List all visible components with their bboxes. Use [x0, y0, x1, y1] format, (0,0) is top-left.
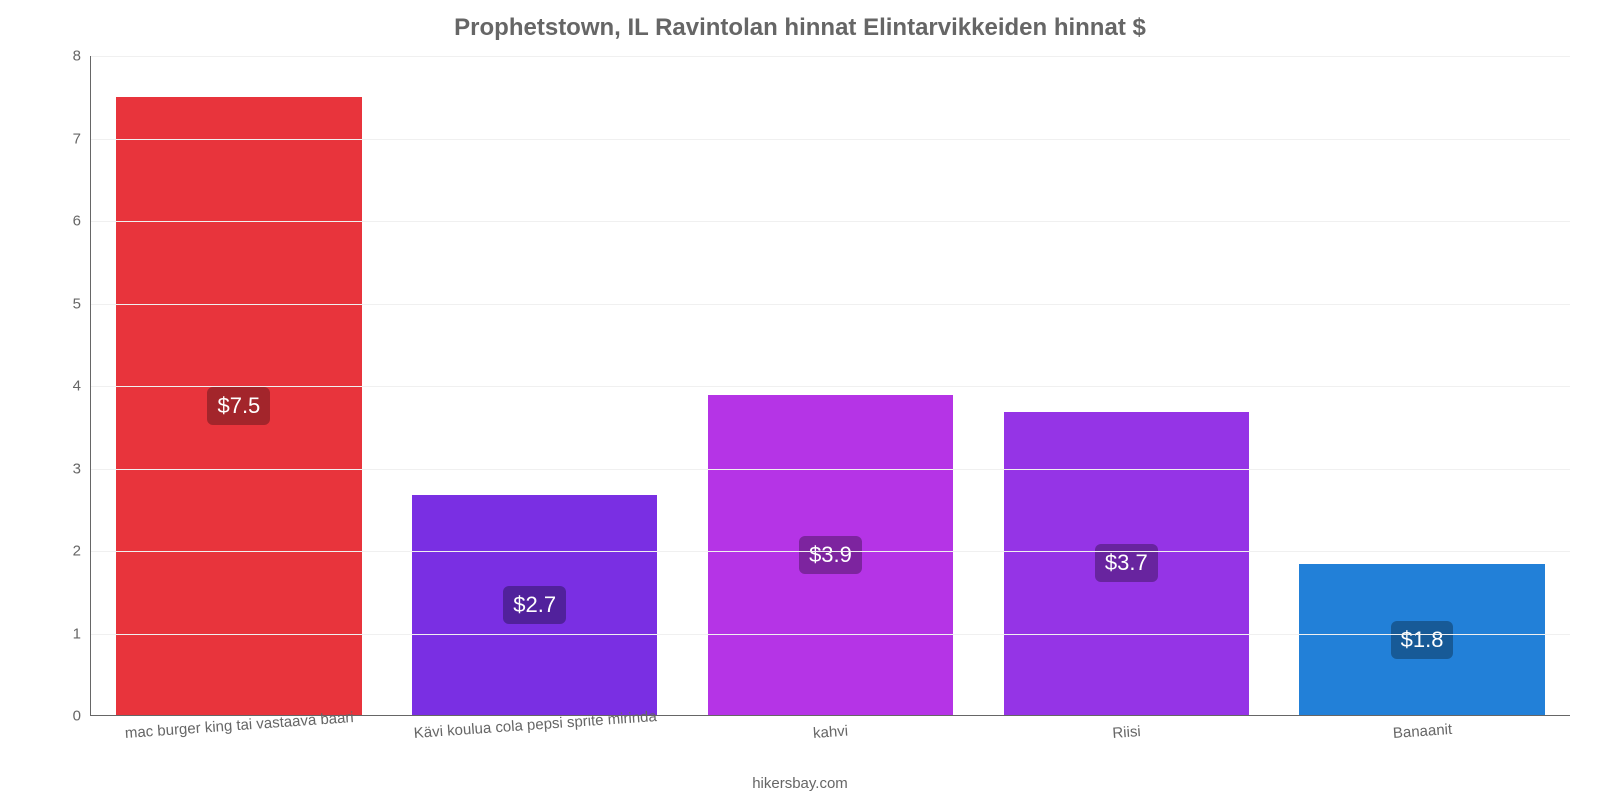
y-tick-label: 8	[73, 48, 91, 65]
bar: $2.7	[412, 495, 658, 715]
y-tick-label: 7	[73, 130, 91, 147]
plot-area: $7.5$2.7$3.9$3.7$1.8 mac burger king tai…	[90, 56, 1570, 716]
gridline	[91, 304, 1570, 305]
gridline	[91, 634, 1570, 635]
y-tick-label: 4	[73, 378, 91, 395]
gridline	[91, 56, 1570, 57]
y-tick-label: 0	[73, 708, 91, 725]
x-axis-label: kahvi	[813, 723, 849, 742]
bar: $7.5	[116, 97, 362, 715]
gridline	[91, 469, 1570, 470]
bar-value-label: $2.7	[503, 586, 566, 624]
bar-value-label: $7.5	[207, 387, 270, 425]
y-tick-label: 3	[73, 460, 91, 477]
gridline	[91, 551, 1570, 552]
gridline	[91, 386, 1570, 387]
bar: $3.9	[708, 395, 954, 715]
y-tick-label: 6	[73, 213, 91, 230]
y-tick-label: 1	[73, 625, 91, 642]
bar-value-label: $3.9	[799, 536, 862, 574]
x-axis-label: Riisi	[1112, 723, 1141, 742]
bar: $1.8	[1299, 564, 1545, 715]
x-axis-label: Banaanit	[1392, 721, 1452, 742]
bar: $3.7	[1004, 412, 1250, 715]
bar-value-label: $1.8	[1391, 621, 1454, 659]
price-bar-chart: Prophetstown, IL Ravintolan hinnat Elint…	[0, 0, 1600, 800]
gridline	[91, 139, 1570, 140]
y-tick-label: 5	[73, 295, 91, 312]
y-tick-label: 2	[73, 543, 91, 560]
chart-footer: hikersbay.com	[0, 775, 1600, 792]
gridline	[91, 221, 1570, 222]
chart-title: Prophetstown, IL Ravintolan hinnat Elint…	[0, 14, 1600, 42]
